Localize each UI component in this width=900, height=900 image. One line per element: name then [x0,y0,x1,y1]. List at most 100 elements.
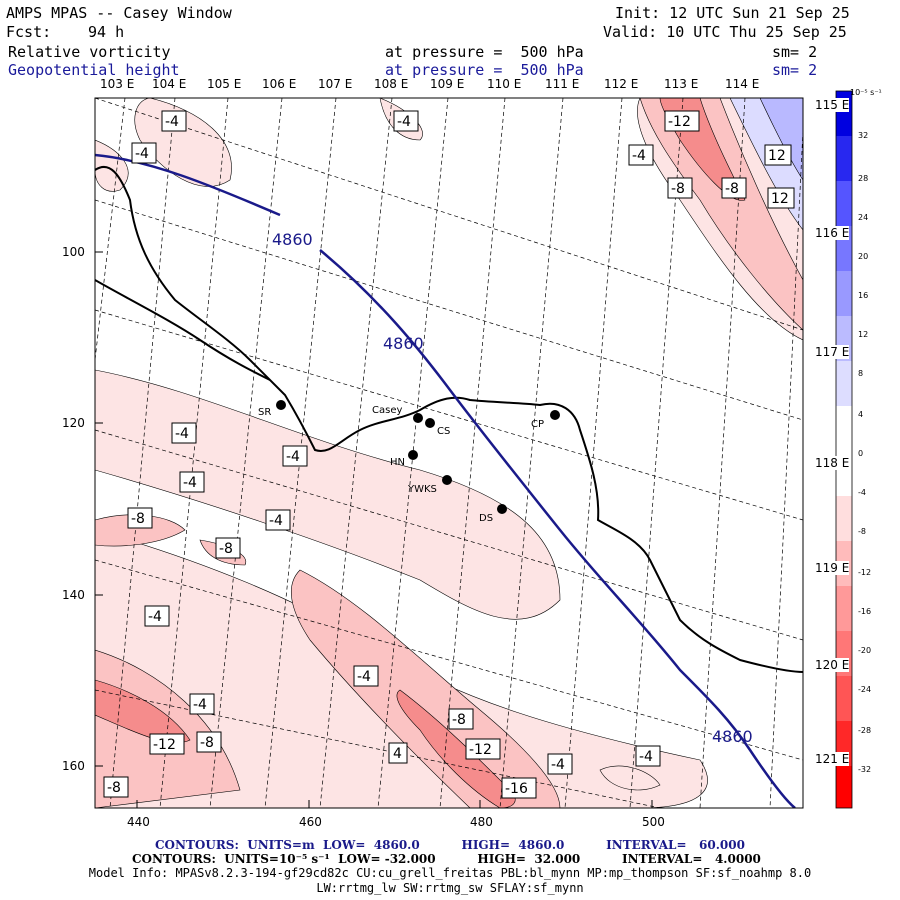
vort-label: -12 [153,737,176,753]
station-dot-ywks [442,475,452,485]
colorbar-tick: 24 [858,213,869,222]
vort-label: -4 [269,513,283,529]
lon-label-right: 116 E [815,226,850,240]
height-contour-label: 4860 [383,334,424,353]
station-dot-sr [276,400,286,410]
vort-label: -16 [505,781,528,797]
station-label-casey: Casey [372,405,402,416]
field1-name: Relative vorticity [8,43,171,61]
station-dot-casey [413,413,423,423]
lon-label-right: 119 E [815,561,850,575]
forecast-label: Fcst: [6,23,52,41]
y-tick-label: 160 [62,759,85,773]
vort-label: -4 [639,749,653,765]
lon-label: 114 E [725,77,760,91]
colorbar-tick: 32 [858,131,869,140]
station-label-sr: SR [258,407,271,418]
lon-label: 108 E [374,77,409,91]
vort-label: -4 [632,148,646,164]
lon-label: 110 E [487,77,522,91]
vort-label: -4 [193,697,207,713]
colorbar-tick: 8 [858,369,864,378]
x-tick-label: 460 [299,815,322,829]
vort-label: -8 [131,511,145,527]
vort-label: -4 [397,114,411,130]
vort-label: -12 [469,742,492,758]
x-tick-label: 480 [470,815,493,829]
station-markers [276,400,560,514]
station-label-cs: CS [437,426,450,437]
vort-label: -4 [175,426,189,442]
lon-label-right: 118 E [815,456,850,470]
station-dot-hn [408,450,418,460]
station-dot-cs [425,418,435,428]
lon-label: 112 E [604,77,639,91]
vort-label: -4 [286,449,300,465]
longitude-grid [95,98,803,808]
valid-time: Valid: 10 UTC Thu 25 Sep 25 [603,23,847,41]
vort-label: -8 [200,735,214,751]
vort-label: -8 [219,541,233,557]
colorbar-tick: 12 [858,330,869,339]
field2-level: at pressure = 500 hPa [385,61,584,79]
lon-label: 105 E [207,77,242,91]
y-tick-label: 100 [62,245,85,259]
colorbar-tick: -32 [858,765,872,774]
colorbar-tick: 4 [858,410,864,419]
colorbar-tick: 28 [858,174,869,183]
colorbar-tick: -12 [858,568,872,577]
field2-name: Geopotential height [8,61,180,79]
vort-label: -4 [135,146,149,162]
y-tick-label: 120 [62,416,85,430]
height-contour-4860 [95,153,796,808]
colorbar-tick: -20 [858,646,872,655]
field1-smoothing: sm= 2 [772,43,818,61]
vort-label: -4 [165,114,179,130]
vort-label: -4 [551,757,565,773]
vort-label: 12 [771,191,789,207]
colorbar-unit: 10⁻⁵ s⁻¹ [850,88,882,97]
footer-model-info-2: LW:rrtmg_lw SW:rrtmg_sw SFLAY:sf_mynn [316,881,584,895]
coastline [95,165,803,673]
height-contour-label: 4860 [272,230,313,249]
lon-label: 109 E [430,77,465,91]
y-tick-label: 140 [62,588,85,602]
station-label-cp: CP [531,419,544,430]
colorbar-tick: -8 [858,527,866,536]
vort-label: -4 [183,475,197,491]
station-label-hn: HN [390,457,405,468]
lon-label: 107 E [318,77,353,91]
lon-label: 104 E [152,77,187,91]
lon-label: 111 E [545,77,580,91]
vort-label: -12 [668,114,691,130]
colorbar-tick: 20 [858,252,869,261]
footer-contours-height: CONTOURS: UNITS=m LOW= 4860.0 HIGH= 4860… [155,838,745,852]
colorbar-tick: -24 [858,685,872,694]
vort-label: -8 [107,780,121,796]
map-title: AMPS MPAS -- Casey Window [6,4,232,22]
field1-level: at pressure = 500 hPa [385,43,584,61]
lon-label-right: 121 E [815,752,850,766]
lon-label: 113 E [664,77,699,91]
lon-label-right: 120 E [815,658,850,672]
lon-label-right: 115 E [815,98,850,112]
vort-label: -4 [357,669,371,685]
x-tick-label: 440 [127,815,150,829]
x-tick-label: 500 [642,815,665,829]
vort-label: -4 [148,609,162,625]
lon-label-right: 117 E [815,345,850,359]
forecast-hours: 94 h [88,23,125,41]
vort-label: 4 [393,746,402,762]
colorbar-tick: 0 [858,449,864,458]
colorbar [835,90,853,809]
lon-label: 103 E [100,77,135,91]
station-label-ds: DS [479,513,493,524]
colorbar-tick: -16 [858,607,872,616]
map-frame [94,97,804,809]
lon-label: 106 E [262,77,297,91]
station-dot-ds [497,504,507,514]
coastline-2 [95,279,271,381]
vorticity-labels: -4 -4 -4 -12 -4 -8 -8 12 12 -4 -4 -4 -8 … [103,110,795,799]
height-contour-label: 4860 [712,727,753,746]
